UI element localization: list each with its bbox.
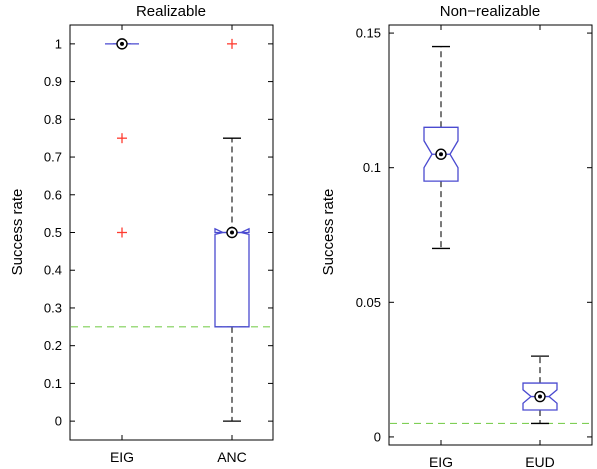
y-axis-label-non-realizable: Success rate: [320, 189, 337, 276]
y-tick-label: 0.3: [44, 300, 62, 315]
box-eig: [105, 38, 139, 238]
y-tick-label: 0: [374, 429, 381, 444]
outlier-point: [227, 38, 237, 49]
box-body: [522, 382, 558, 411]
box-eud: [522, 355, 558, 425]
median-marker-dot: [230, 230, 234, 235]
outlier-point: [117, 133, 127, 144]
y-tick-label: 0: [55, 414, 62, 429]
median-marker-dot: [439, 152, 443, 157]
x-category-label: EUD: [525, 454, 555, 469]
y-ticks-non-realizable: 0 0.05 0.1 0.15: [356, 26, 592, 444]
y-tick-label: 0.1: [363, 160, 381, 175]
y-tick-label: 0.1: [44, 376, 62, 391]
y-tick-label: 0.6: [44, 187, 62, 202]
boxes-realizable: [105, 38, 250, 422]
chart-realizable: Realizable Success rate 0 0.1 0.2 0.3 0.4 0.5…: [9, 3, 274, 465]
box-eig: [423, 45, 459, 250]
y-tick-label: 1: [55, 36, 62, 51]
x-category-label: ANC: [217, 449, 247, 465]
outlier-point: [117, 227, 127, 238]
chart-title-realizable: Realizable: [136, 3, 206, 20]
x-category-label: EIG: [110, 449, 134, 465]
y-tick-label: 0.4: [44, 263, 62, 278]
y-tick-label: 0.15: [356, 26, 381, 41]
boxes-non-realizable: [423, 45, 558, 425]
y-axis-label-realizable: Success rate: [9, 189, 26, 276]
y-tick-label: 0.7: [44, 150, 62, 165]
y-tick-label: 0.2: [44, 338, 62, 353]
box-body: [214, 227, 250, 328]
median-marker-dot: [120, 41, 124, 46]
chart-title-non-realizable: Non−realizable: [440, 3, 540, 20]
x-categories-realizable: EIG ANC: [110, 25, 247, 465]
median-marker-dot: [538, 394, 542, 399]
box-body: [423, 126, 459, 182]
x-categories-non-realizable: EIG EUD: [429, 25, 555, 469]
chart-non-realizable: Non−realizable Success rate 0 0.05 0.1 0.15…: [320, 3, 593, 469]
y-tick-label: 0.8: [44, 112, 62, 127]
y-tick-label: 0.5: [44, 225, 62, 240]
y-tick-label: 0.05: [356, 295, 381, 310]
box-anc: [214, 38, 250, 422]
x-category-label: EIG: [429, 454, 453, 469]
y-ticks-realizable: 0 0.1 0.2 0.3 0.4 0.5 0.6 0.7 0.8 0.9 1: [44, 36, 273, 429]
plot-area-non-realizable: [388, 24, 593, 446]
y-tick-label: 0.9: [44, 74, 62, 89]
